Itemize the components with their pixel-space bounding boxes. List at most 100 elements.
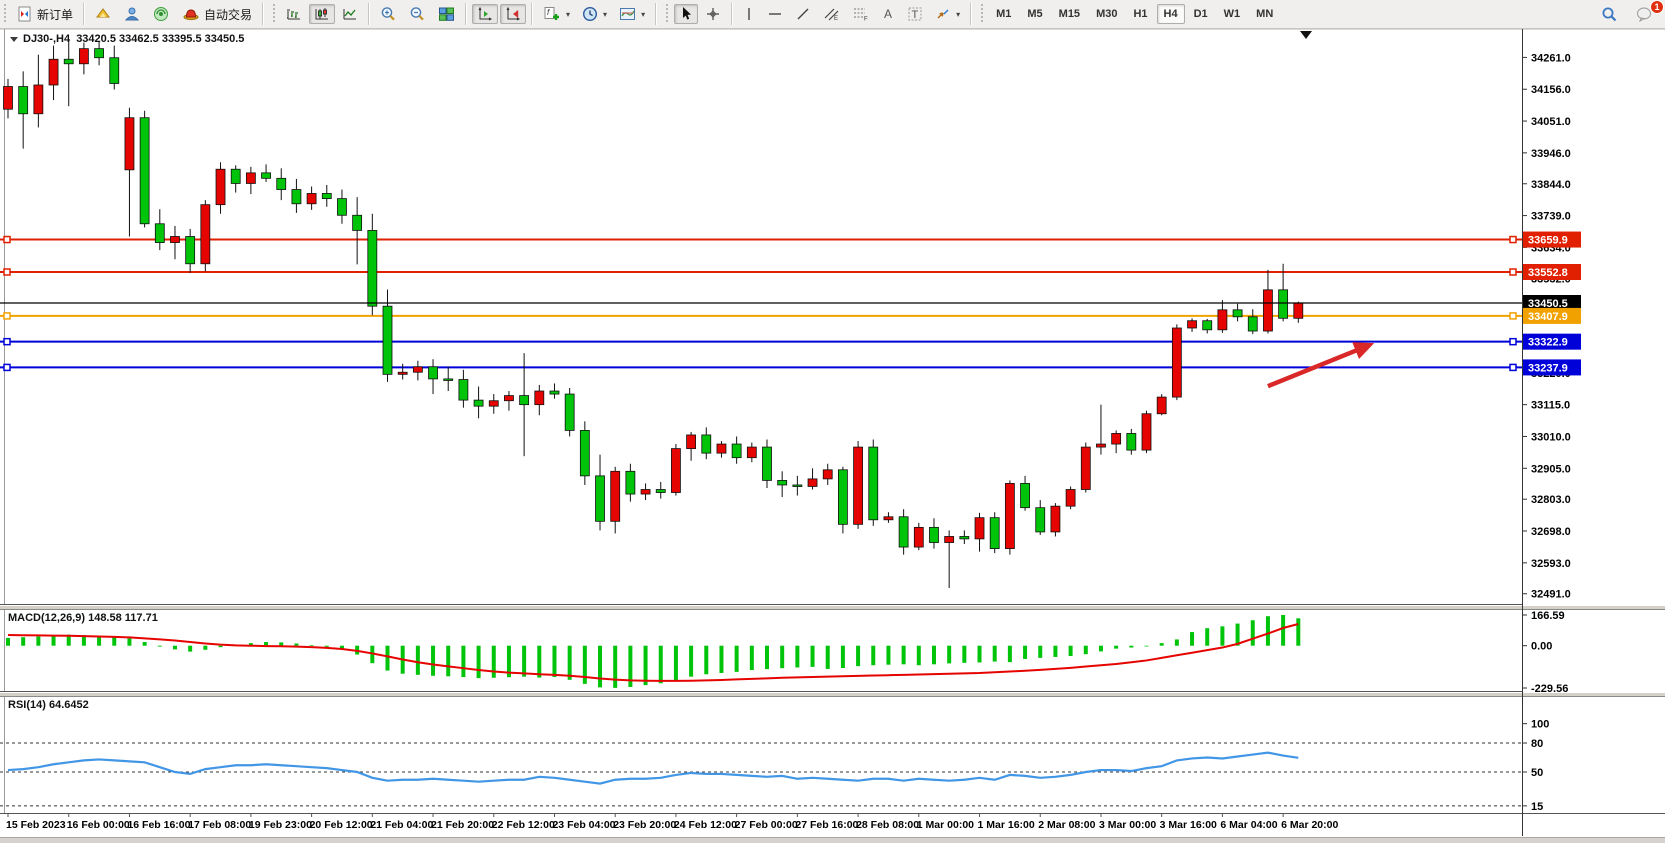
cursor-button[interactable] bbox=[674, 4, 699, 24]
timeframe-M30[interactable]: M30 bbox=[1096, 8, 1118, 20]
hline-handle-left-33322.9[interactable] bbox=[3, 337, 11, 346]
vertical-line-button[interactable] bbox=[738, 4, 760, 24]
toolbar-separator bbox=[368, 3, 371, 25]
pane-separator[interactable] bbox=[0, 692, 1665, 697]
candle-body-bear bbox=[382, 305, 393, 375]
crosshair-icon bbox=[707, 8, 720, 20]
svg-text:F: F bbox=[864, 17, 868, 23]
new-order-button[interactable]: 新订单 bbox=[12, 4, 78, 24]
price-badge-33450.5 bbox=[1523, 295, 1581, 311]
bar-chart-icon bbox=[287, 9, 301, 20]
candle-body-bull bbox=[610, 470, 621, 522]
toolbar-drag-handle[interactable] bbox=[271, 4, 278, 24]
hline-handle-right-33552.8[interactable] bbox=[1509, 268, 1517, 276]
time-label: 23 Feb 04:00 bbox=[552, 819, 615, 831]
price-badge-label: 33659.9 bbox=[1528, 235, 1568, 247]
timeframe-W1[interactable]: W1 bbox=[1223, 8, 1241, 20]
price-tick-label: 34156.0 bbox=[1531, 84, 1571, 96]
candle-body-bull bbox=[853, 446, 863, 525]
toolbar-drag-handle[interactable] bbox=[979, 4, 986, 24]
candle-body-bear bbox=[838, 469, 848, 525]
fibonacci-button[interactable]: F bbox=[847, 4, 874, 24]
price-badge-label: 33237.9 bbox=[1528, 362, 1568, 374]
bar-chart-button[interactable] bbox=[281, 4, 307, 24]
candle-body-bear bbox=[959, 536, 970, 540]
oneclick-trading-arrow-icon[interactable] bbox=[10, 36, 18, 42]
toolbar-drag-handle[interactable] bbox=[664, 4, 671, 24]
rsi-scale-label: 15 bbox=[1531, 801, 1543, 813]
indicators-button[interactable]: f ▾ bbox=[538, 4, 575, 24]
time-label: 17 Feb 08:00 bbox=[188, 819, 251, 831]
trendline-button[interactable] bbox=[790, 4, 816, 24]
timeframe-H1[interactable]: H1 bbox=[1133, 8, 1148, 20]
candle-body-bear bbox=[701, 434, 712, 454]
candle-body-bear bbox=[367, 230, 378, 307]
candle-body-bear bbox=[276, 177, 287, 190]
candle-body-bull bbox=[170, 236, 180, 243]
text-button[interactable]: A bbox=[876, 4, 900, 24]
price-badge-label: 33552.8 bbox=[1528, 267, 1568, 279]
hline-handle-left-33407.9[interactable] bbox=[3, 312, 11, 320]
autoscroll-button[interactable] bbox=[472, 4, 499, 24]
timeframe-MN[interactable]: MN bbox=[1256, 8, 1274, 20]
chat-bubble-icon bbox=[1637, 7, 1651, 22]
svg-text:A: A bbox=[884, 7, 892, 21]
chart-title-text: DJ30-,H4 33420.5 33462.5 33395.5 33450.5 bbox=[23, 33, 245, 45]
arrows-tool-button[interactable]: ▾ bbox=[930, 4, 965, 24]
hline-handle-left-33659.9[interactable] bbox=[3, 235, 11, 244]
signals-button[interactable] bbox=[148, 4, 175, 24]
timeframe-M1[interactable]: M1 bbox=[996, 8, 1012, 20]
tile-windows-icon bbox=[439, 7, 455, 21]
chart-title: DJ30-,H4 33420.5 33462.5 33395.5 33450.5 bbox=[10, 33, 244, 45]
hline-handle-left-33552.8[interactable] bbox=[3, 268, 11, 276]
timeframe-M15[interactable]: M15 bbox=[1058, 8, 1081, 20]
line-chart-button[interactable] bbox=[337, 4, 363, 24]
tile-windows-button[interactable] bbox=[433, 4, 460, 24]
crosshair-button[interactable] bbox=[700, 4, 726, 24]
candle-body-bull bbox=[746, 446, 757, 459]
search-button[interactable] bbox=[1596, 4, 1623, 24]
macd-scale-label: 0.00 bbox=[1531, 641, 1552, 653]
candlestick-chart-button[interactable] bbox=[309, 4, 336, 24]
hline-handle-left-33237.9[interactable] bbox=[3, 363, 11, 372]
autotrading-button[interactable]: 自动交易 bbox=[177, 4, 257, 24]
hline-handle-right-33659.9[interactable] bbox=[1509, 235, 1517, 244]
trend-arrow-shaft[interactable] bbox=[1267, 344, 1366, 389]
svg-text:E: E bbox=[834, 16, 838, 22]
timeframe-D1[interactable]: D1 bbox=[1193, 8, 1208, 20]
notifications-button[interactable]: 1 bbox=[1631, 0, 1664, 24]
periods-button[interactable]: ▾ bbox=[577, 4, 612, 24]
zoom-in-button[interactable] bbox=[375, 4, 402, 24]
time-label: 22 Feb 12:00 bbox=[492, 819, 555, 831]
timeframe-M5[interactable]: M5 bbox=[1027, 8, 1043, 20]
horizontal-line-button[interactable] bbox=[762, 4, 788, 24]
time-label: 3 Mar 00:00 bbox=[1099, 819, 1156, 831]
candle-body-bull bbox=[1096, 443, 1106, 448]
chart-top-marker-icon bbox=[1300, 31, 1312, 39]
candle-body-bull bbox=[1111, 433, 1122, 445]
toolbar-drag-handle[interactable] bbox=[2, 4, 8, 24]
timeframe-H4[interactable]: H4 bbox=[1156, 4, 1185, 24]
autoscroll-icon bbox=[478, 6, 493, 21]
templates-button[interactable]: ▾ bbox=[614, 4, 650, 24]
price-tick-label: 32803.0 bbox=[1531, 494, 1571, 506]
community-button[interactable] bbox=[90, 4, 117, 24]
hline-handle-right-33407.9[interactable] bbox=[1509, 312, 1517, 320]
hline-handle-right-33322.9[interactable] bbox=[1509, 337, 1517, 346]
time-label: 15 Feb 2023 bbox=[6, 819, 66, 831]
equidistant-channel-icon: E bbox=[824, 8, 839, 22]
zoom-out-button[interactable] bbox=[404, 4, 431, 24]
text-label-icon: T bbox=[908, 7, 922, 21]
profile-button[interactable] bbox=[119, 4, 146, 24]
candle-body-bear bbox=[185, 236, 196, 265]
chart-shift-button[interactable] bbox=[500, 4, 527, 24]
price-badge-label: 33322.9 bbox=[1528, 337, 1568, 349]
text-label-button[interactable]: T bbox=[902, 4, 928, 24]
equidistant-channel-button[interactable]: E bbox=[818, 4, 845, 24]
trend-arrow-head[interactable] bbox=[1352, 342, 1375, 359]
hline-handle-right-33237.9[interactable] bbox=[1509, 363, 1517, 372]
horizontal-line-icon bbox=[769, 13, 782, 15]
pane-separator[interactable] bbox=[0, 605, 1665, 610]
zoom-out-icon bbox=[410, 7, 424, 21]
